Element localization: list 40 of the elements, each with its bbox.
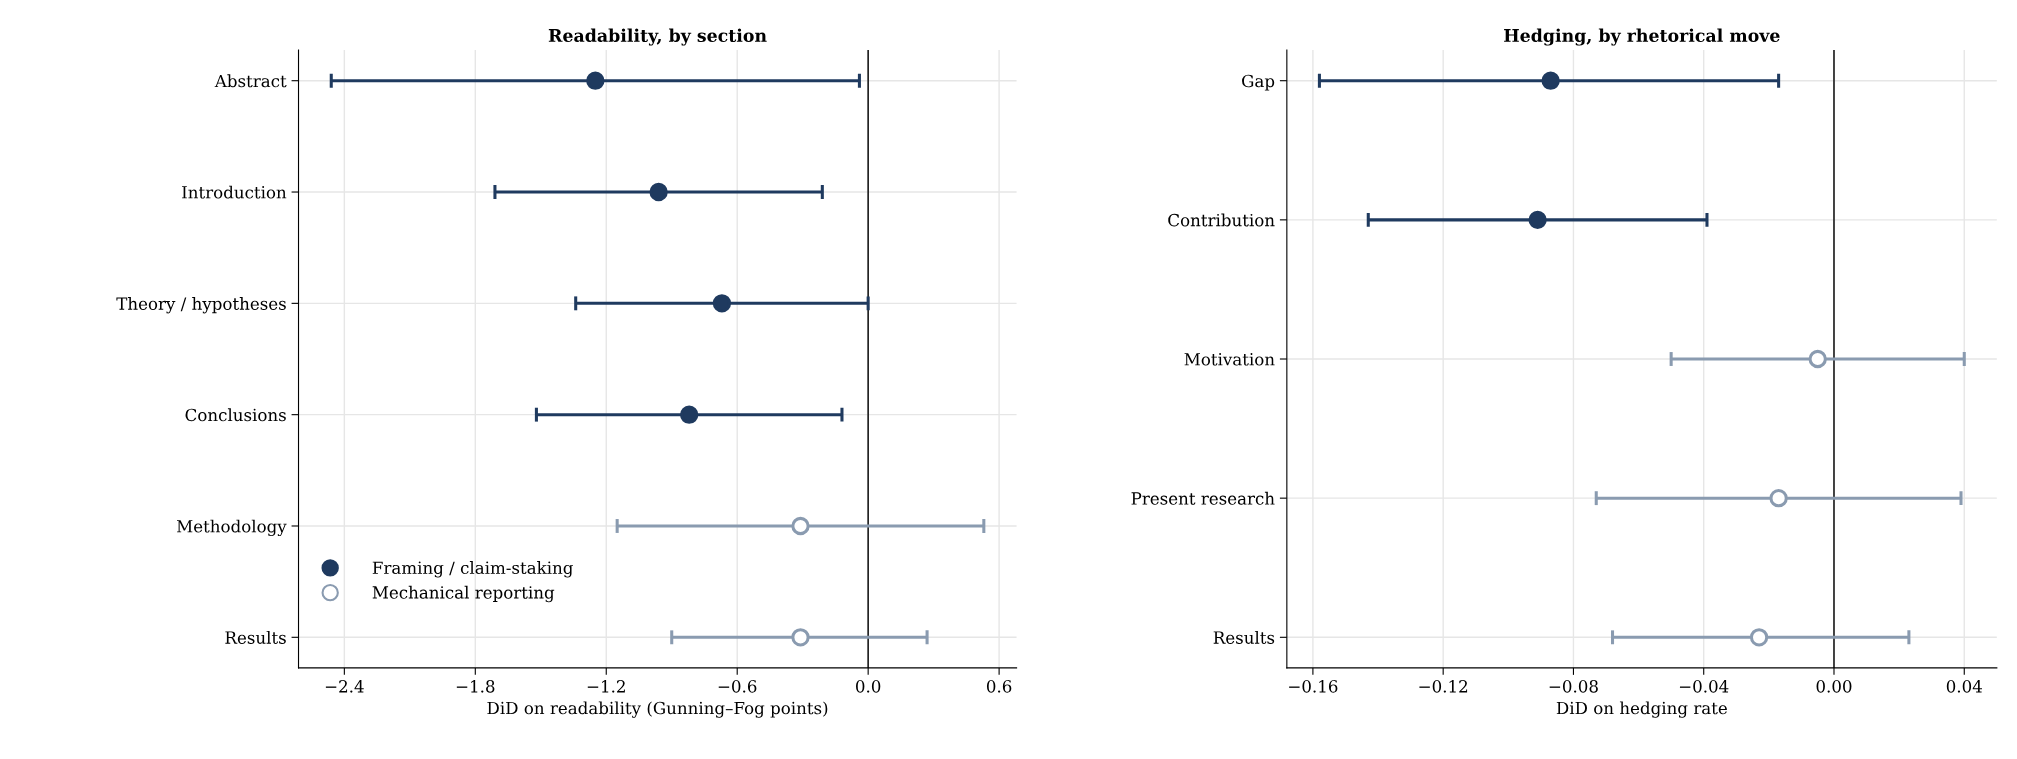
chart-title: Hedging, by rhetorical move: [1504, 28, 1780, 46]
y-tick-label: Contribution: [1168, 213, 1275, 227]
x-tick-label: −1.2: [587, 680, 625, 693]
point: [791, 516, 810, 536]
y-tick-label: Gap: [1242, 74, 1275, 91]
legend-label: Framing / claim-staking: [372, 561, 573, 578]
y-tick-label: Present research: [1131, 491, 1275, 505]
point: [1528, 210, 1547, 230]
x-tick-label: −0.04: [1679, 680, 1729, 693]
point: [1749, 628, 1769, 647]
x-tick-label: −1.8: [456, 680, 495, 693]
point: [680, 405, 699, 424]
x-tick-label: −0.6: [718, 680, 757, 693]
point: [1808, 349, 1827, 369]
point: [1769, 488, 1788, 508]
point: [1541, 71, 1560, 90]
y-tick-label: Conclusions: [185, 408, 286, 422]
x-tick-label: 0.00: [1816, 680, 1852, 693]
point: [649, 182, 668, 202]
x-tick-label: 0.04: [1946, 680, 1982, 693]
point: [712, 294, 732, 313]
x-axis-title: DiD on hedging rate: [1556, 701, 1727, 718]
y-tick-label: Results: [1213, 630, 1275, 644]
y-tick-label: Theory / hypotheses: [116, 297, 286, 314]
chart-title: Readability, by section: [548, 28, 767, 46]
legend-label: Mechanical reporting: [372, 585, 555, 603]
y-tick-label: Abstract: [214, 74, 287, 88]
x-tick-label: 0.6: [986, 680, 1012, 693]
y-tick-label: Motivation: [1184, 353, 1275, 366]
y-tick-label: Results: [225, 630, 286, 644]
x-tick-label: −2.4: [325, 680, 364, 693]
x-tick-label: −0.16: [1289, 680, 1338, 693]
y-tick-label: Introduction: [182, 185, 287, 199]
x-tick-label: −0.08: [1549, 680, 1598, 693]
x-axis-title: DiD on readability (Gunning–Fog points): [487, 701, 828, 718]
y-tick-label: Methodology: [176, 519, 287, 537]
x-tick-label: −0.12: [1419, 680, 1468, 693]
x-tick-label: 0.0: [856, 680, 881, 693]
point: [586, 71, 605, 90]
point: [791, 628, 810, 647]
